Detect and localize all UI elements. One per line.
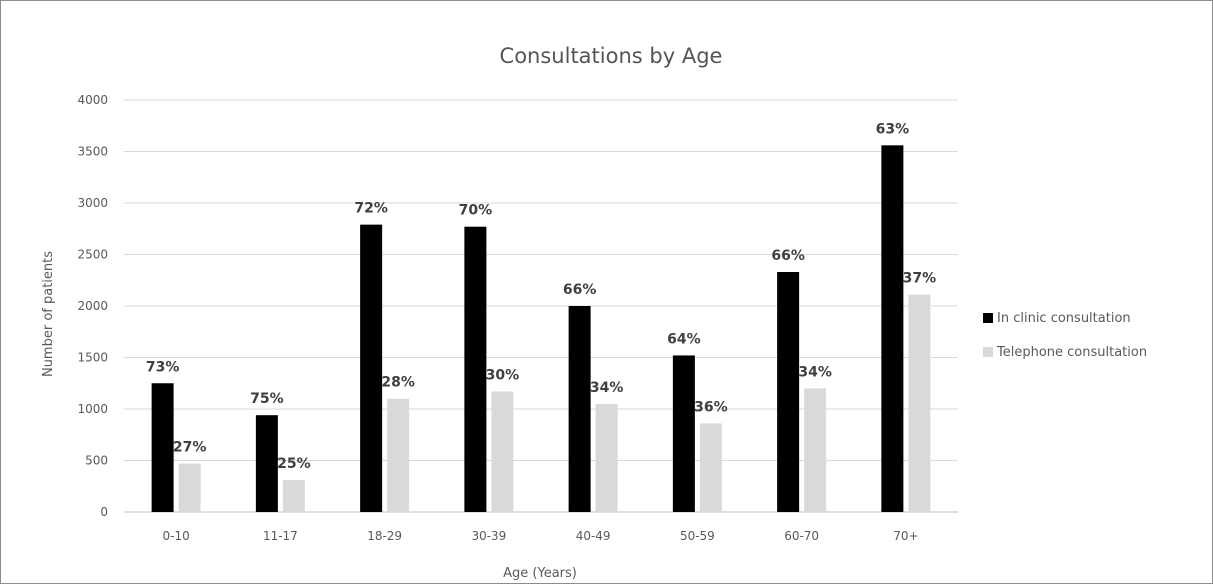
x-tick-label: 50-59 xyxy=(680,529,715,543)
data-label: 73% xyxy=(146,359,180,375)
legend-swatch-in-clinic xyxy=(983,313,993,323)
y-axis-title: Number of patients xyxy=(41,251,56,377)
bar-telephone xyxy=(387,398,410,512)
data-label: 37% xyxy=(903,271,937,287)
x-tick-label: 0-10 xyxy=(163,529,190,543)
x-axis-title: Age (Years) xyxy=(503,566,577,581)
data-label: 72% xyxy=(354,201,388,217)
bar-in-clinic xyxy=(568,306,591,512)
data-label: 63% xyxy=(876,121,910,137)
y-tick-label: 2000 xyxy=(77,299,108,313)
data-label: 25% xyxy=(277,456,311,472)
x-tick-label: 30-39 xyxy=(471,529,506,543)
bar-in-clinic xyxy=(672,355,695,512)
y-axis-ticks: 0 500 1000 1500 2000 2500 3000 3500 4000 xyxy=(77,93,108,519)
data-label: 75% xyxy=(250,391,284,407)
y-tick-label: 2500 xyxy=(77,248,108,262)
bar-in-clinic xyxy=(151,383,174,512)
legend-swatch-telephone xyxy=(983,347,993,357)
x-tick-label: 18-29 xyxy=(367,529,402,543)
bars xyxy=(151,145,931,512)
data-label: 36% xyxy=(694,399,728,415)
x-tick-label: 40-49 xyxy=(576,529,611,543)
legend-label: In clinic consultation xyxy=(997,311,1131,326)
bar-telephone xyxy=(908,294,931,512)
bar-in-clinic xyxy=(881,145,904,512)
data-label: 64% xyxy=(667,331,701,347)
legend: In clinic consultation Telephone consulta… xyxy=(983,311,1147,360)
data-label: 28% xyxy=(381,375,415,391)
x-tick-label: 60-70 xyxy=(784,529,819,543)
bar-telephone xyxy=(699,423,722,512)
bar-telephone xyxy=(804,388,827,512)
y-tick-label: 500 xyxy=(85,454,108,468)
bar-in-clinic xyxy=(777,272,800,512)
data-label: 66% xyxy=(563,282,597,298)
x-tick-label: 70+ xyxy=(893,529,918,543)
data-label: 30% xyxy=(486,367,520,383)
y-tick-label: 3000 xyxy=(77,196,108,210)
data-labels: 73% 27% 75% 25% 72% 28% 70% 30% 66% 34% 64% 36% 66% 3… xyxy=(146,121,936,472)
x-axis-ticks: 0-10 11-17 18-29 30-39 40-49 50-59 60-70 70+ xyxy=(163,529,919,543)
chart-title: Consultations by Age xyxy=(500,44,723,68)
legend-label: Telephone consultation xyxy=(996,345,1147,360)
bar-in-clinic xyxy=(360,224,383,512)
bar-telephone xyxy=(178,463,201,512)
y-tick-label: 1500 xyxy=(77,351,108,365)
y-tick-label: 4000 xyxy=(77,93,108,107)
y-tick-label: 3500 xyxy=(77,145,108,159)
data-label: 34% xyxy=(798,364,832,380)
bar-in-clinic xyxy=(464,226,487,512)
data-label: 27% xyxy=(173,440,207,456)
y-tick-label: 0 xyxy=(100,505,108,519)
bar-telephone xyxy=(282,480,305,512)
bar-telephone xyxy=(491,391,514,512)
x-tick-label: 11-17 xyxy=(263,529,298,543)
gridlines xyxy=(124,99,958,513)
bar-in-clinic xyxy=(255,415,278,512)
y-tick-label: 1000 xyxy=(77,402,108,416)
data-label: 66% xyxy=(771,248,805,264)
data-label: 34% xyxy=(590,380,624,396)
data-label: 70% xyxy=(459,203,493,219)
bar-telephone xyxy=(595,403,618,512)
